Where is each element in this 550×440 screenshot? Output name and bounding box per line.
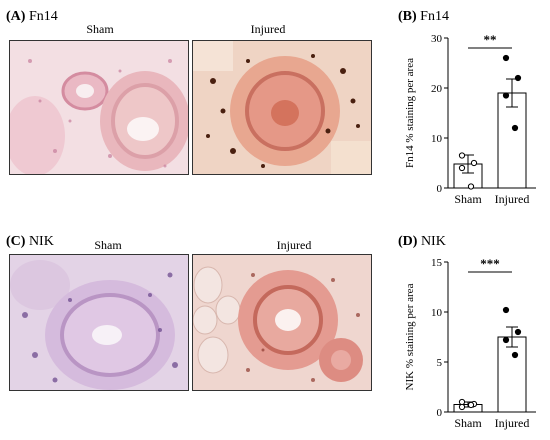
chart-b-point-sham	[470, 159, 478, 167]
chart-b-point-sham	[458, 152, 466, 159]
chart-b-category-label: Sham	[454, 192, 482, 206]
chart-d-bar-injured	[497, 336, 527, 413]
chart-d-ytick-label: 5	[437, 357, 443, 369]
panel-c-marker: NIK	[28, 234, 54, 249]
panel-d-marker: NIK	[420, 234, 446, 249]
chart-b-ytick-label: 0	[437, 183, 443, 195]
chart-d-point-sham	[467, 401, 475, 409]
panel-a-label: (A) Fn14	[6, 9, 58, 25]
chart-b-ytick-label: 30	[431, 33, 443, 45]
chart-b-point-injured	[502, 92, 510, 99]
chart-d-ytick-label: 15	[431, 257, 443, 269]
chart-d-category-label: Sham	[454, 416, 482, 430]
panel-a-letter: (A)	[6, 9, 26, 24]
panel-a-marker: Fn14	[28, 9, 58, 24]
chart-d-point-sham	[458, 403, 466, 411]
chart-d-significance-stars: ***	[480, 256, 500, 271]
chart-b-ytick-label: 10	[431, 133, 443, 145]
nik-injured-micrograph	[192, 254, 372, 391]
chart-b-bar-injured	[497, 92, 527, 189]
panel-c-sham-caption: Sham	[94, 238, 122, 252]
chart-b-category-label: Injured	[495, 192, 530, 206]
fn14-injured-micrograph	[192, 40, 372, 175]
panel-a-sham-caption: Sham	[86, 22, 114, 36]
panel-b-marker: Fn14	[420, 9, 449, 24]
panel-c-label: (C) NIK	[6, 234, 54, 250]
panel-b-label: (B) Fn14	[398, 9, 449, 25]
chart-b-point-injured	[502, 54, 510, 62]
fn14-sham-micrograph	[9, 40, 189, 175]
chart-b-point-injured	[514, 74, 522, 82]
chart-b-significance-stars: **	[484, 32, 497, 47]
nik-sham-micrograph	[9, 254, 189, 391]
panel-b-letter: (B)	[398, 9, 417, 24]
chart-b-ytick-label: 20	[431, 83, 443, 95]
chart-d-point-injured	[514, 328, 522, 336]
panel-d-label: (D) NIK	[398, 234, 446, 250]
panel-d-letter: (D)	[398, 234, 418, 249]
panel-a-injured-caption: Injured	[250, 22, 286, 36]
chart-b-ylabel: Fn14 % staining per area	[404, 58, 416, 168]
chart-d-ytick-label: 10	[431, 307, 443, 319]
panel-c-letter: (C)	[6, 234, 26, 249]
chart-d-point-injured	[502, 306, 510, 314]
panel-c-injured-caption: Injured	[276, 238, 312, 252]
chart-d-point-injured	[511, 351, 519, 359]
chart-d-point-sham	[458, 398, 466, 406]
chart-b-point-sham	[458, 164, 466, 172]
chart-b-point-sham	[467, 183, 475, 190]
chart-d-point-injured	[502, 336, 510, 344]
chart-d-ylabel: NIK % staining per area	[404, 283, 416, 390]
chart-d-category-label: Injured	[495, 416, 530, 430]
chart-d-ytick-label: 0	[437, 407, 443, 419]
chart-b-point-injured	[511, 124, 519, 132]
